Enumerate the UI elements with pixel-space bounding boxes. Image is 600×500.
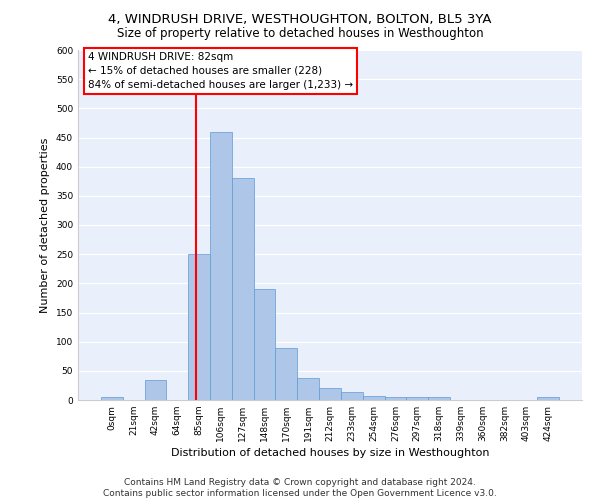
Bar — [254, 289, 275, 400]
Bar — [210, 132, 232, 400]
Bar — [385, 396, 406, 400]
Bar — [341, 392, 363, 400]
Bar — [275, 348, 297, 400]
Bar — [297, 378, 319, 400]
X-axis label: Distribution of detached houses by size in Westhoughton: Distribution of detached houses by size … — [171, 448, 489, 458]
Bar — [537, 397, 559, 400]
Text: Contains HM Land Registry data © Crown copyright and database right 2024.
Contai: Contains HM Land Registry data © Crown c… — [103, 478, 497, 498]
Text: Size of property relative to detached houses in Westhoughton: Size of property relative to detached ho… — [116, 28, 484, 40]
Bar — [101, 397, 123, 400]
Y-axis label: Number of detached properties: Number of detached properties — [40, 138, 50, 312]
Bar — [319, 388, 341, 400]
Bar — [406, 397, 428, 400]
Text: 4, WINDRUSH DRIVE, WESTHOUGHTON, BOLTON, BL5 3YA: 4, WINDRUSH DRIVE, WESTHOUGHTON, BOLTON,… — [108, 12, 492, 26]
Bar — [428, 396, 450, 400]
Bar — [363, 396, 385, 400]
Bar — [188, 254, 210, 400]
Bar — [232, 178, 254, 400]
Bar — [145, 380, 166, 400]
Text: 4 WINDRUSH DRIVE: 82sqm
← 15% of detached houses are smaller (228)
84% of semi-d: 4 WINDRUSH DRIVE: 82sqm ← 15% of detache… — [88, 52, 353, 90]
